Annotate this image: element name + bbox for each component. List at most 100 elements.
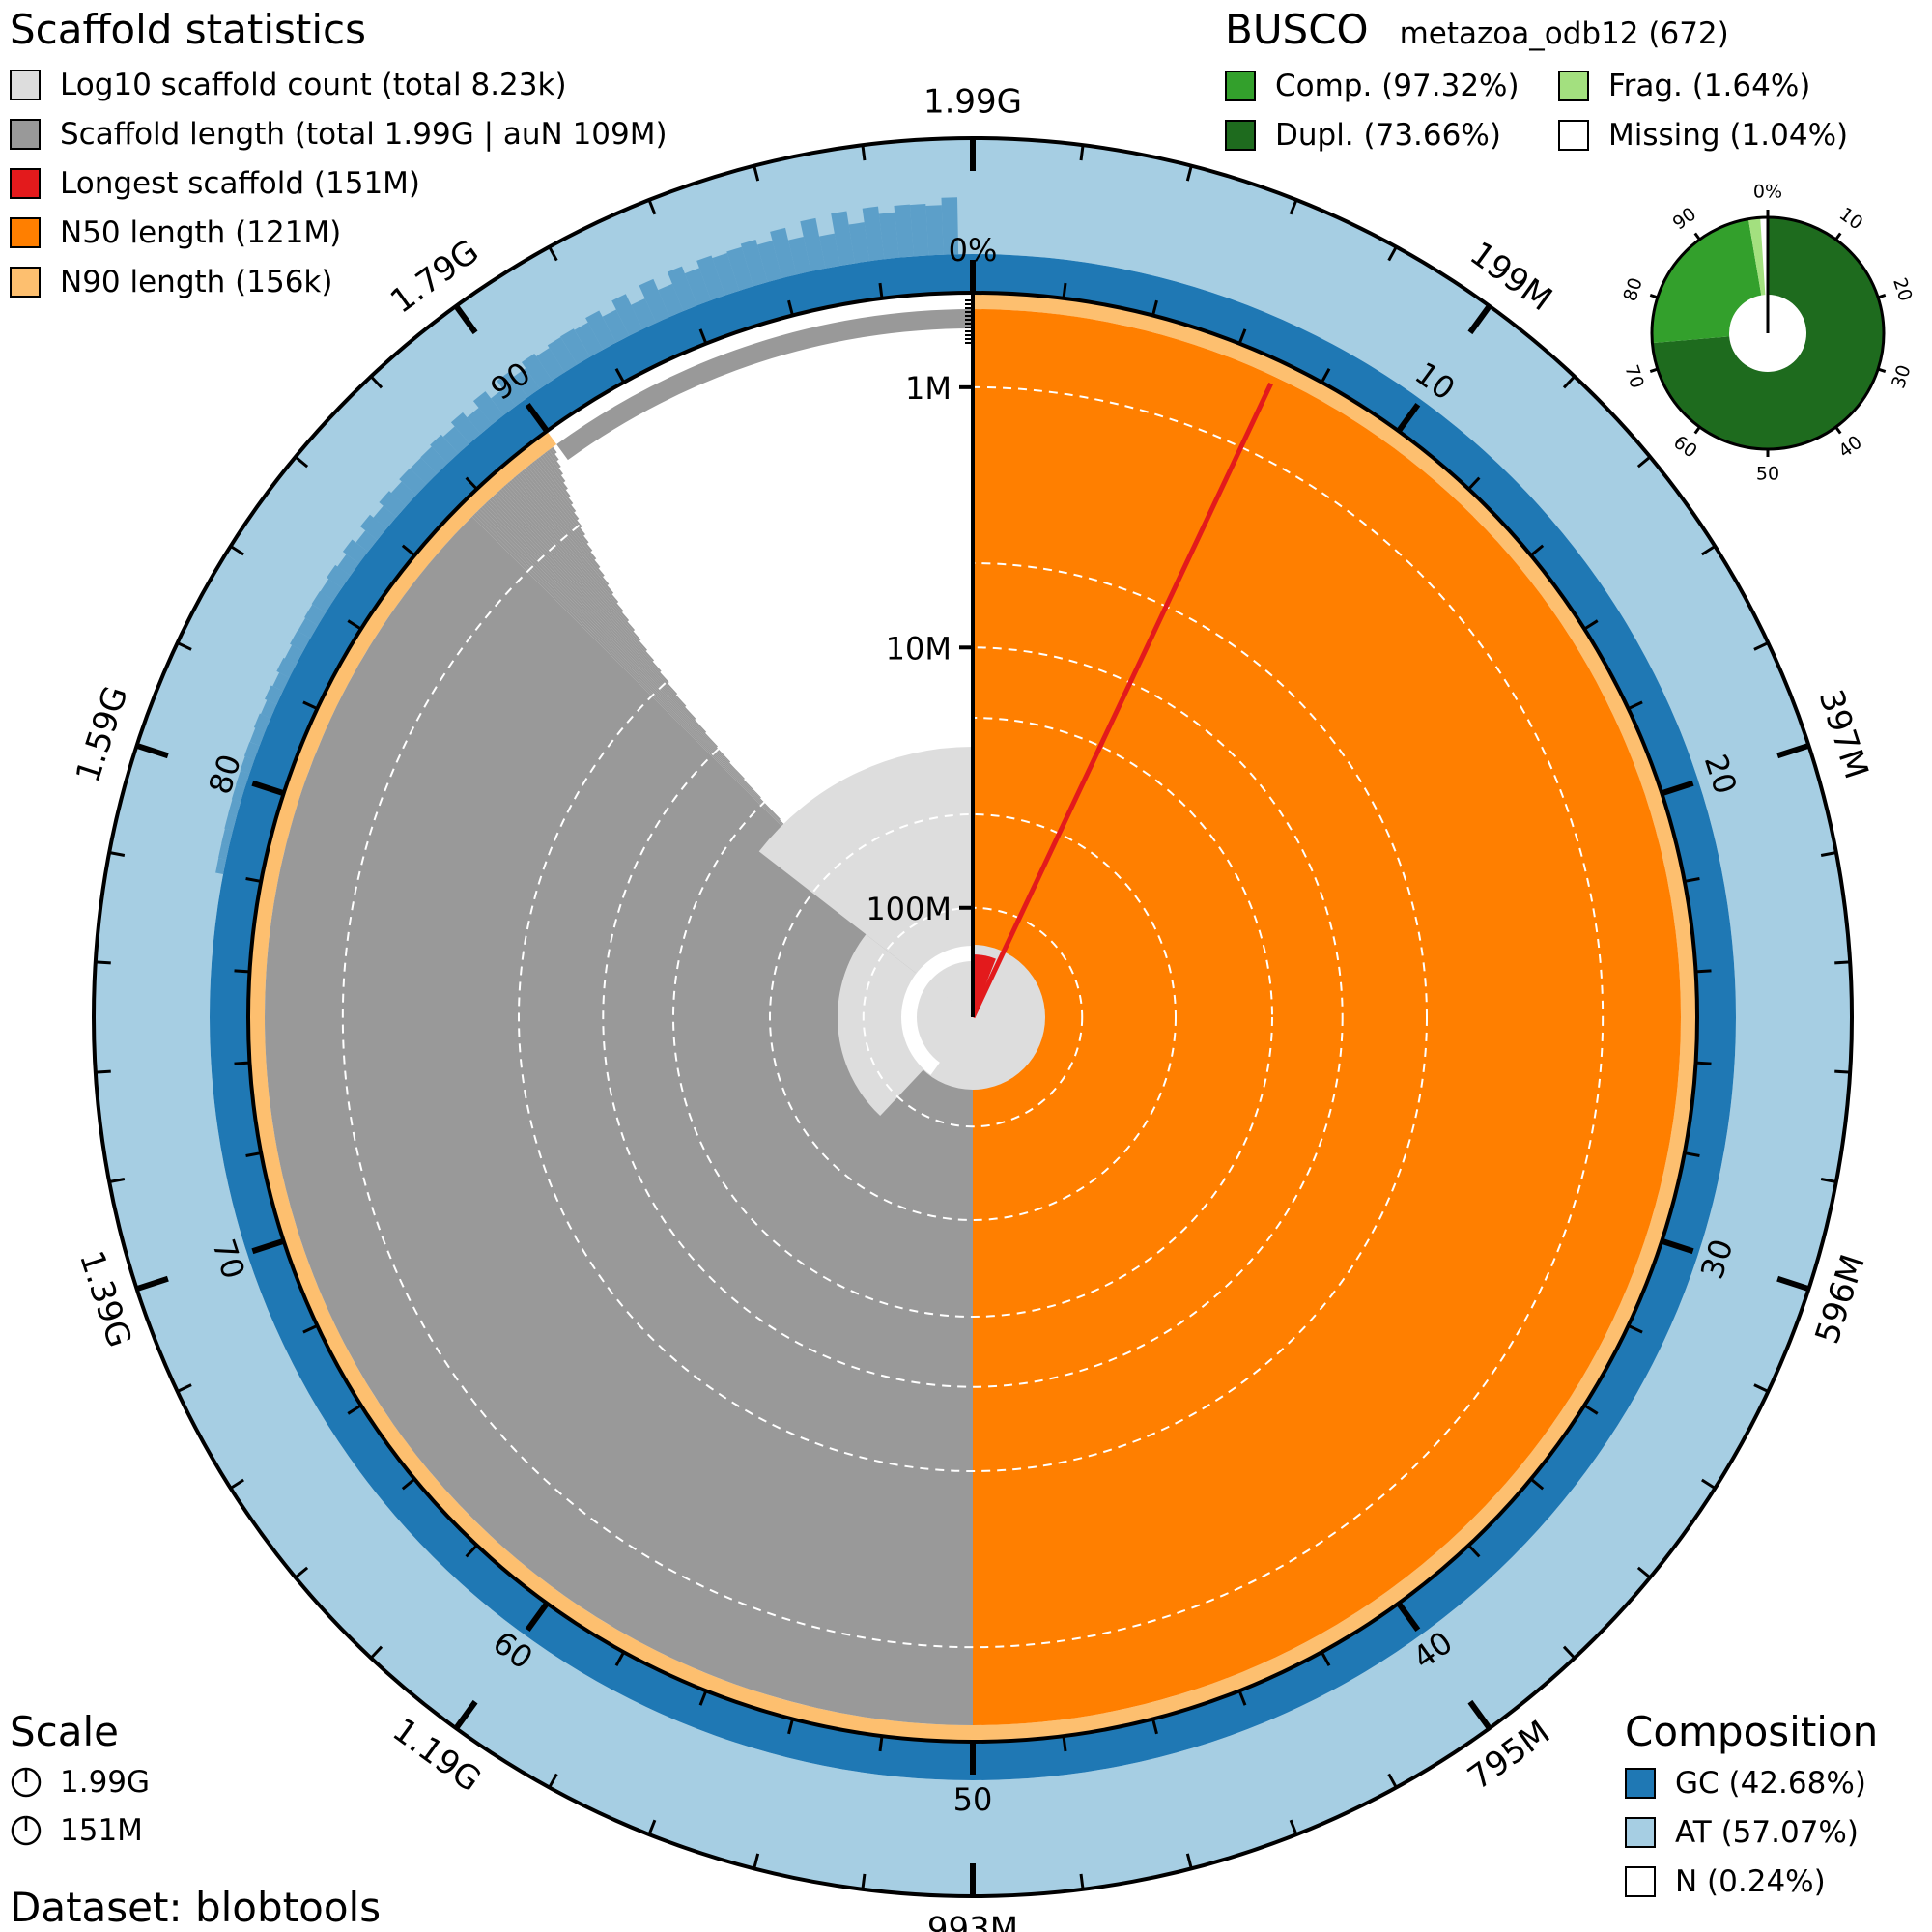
percent-tick bbox=[401, 1477, 416, 1491]
length-tick bbox=[135, 742, 169, 759]
scaffold-length-step bbox=[540, 455, 568, 491]
length-tick-label: 1.99G bbox=[923, 83, 1022, 122]
percent-tick bbox=[347, 619, 362, 631]
length-tick bbox=[229, 1478, 244, 1490]
scaffold-length-step bbox=[491, 496, 687, 707]
percent-tick bbox=[1321, 368, 1331, 384]
legend-label: N50 length (121M) bbox=[60, 214, 342, 250]
length-tick bbox=[1387, 1773, 1398, 1789]
length-tick bbox=[1701, 545, 1717, 556]
percent-tick bbox=[251, 780, 285, 797]
percent-tick bbox=[878, 282, 884, 299]
swatch-at bbox=[1625, 1816, 1656, 1848]
busco-tick-label: 70 bbox=[1620, 362, 1647, 391]
percent-tick bbox=[1529, 544, 1545, 557]
percent-tick bbox=[234, 969, 250, 974]
gc-variation-bar bbox=[909, 204, 929, 257]
scaffold-length-step bbox=[521, 469, 597, 560]
busco-single-slice bbox=[1652, 218, 1762, 344]
length-tick bbox=[1079, 1873, 1085, 1890]
length-tick bbox=[1185, 165, 1193, 182]
percent-tick bbox=[1321, 1651, 1331, 1666]
gc-variation-bar bbox=[399, 468, 427, 496]
busco-tick-label: 40 bbox=[1834, 432, 1865, 463]
percent-tick bbox=[1684, 1151, 1700, 1158]
percent-tick bbox=[525, 402, 550, 434]
percent-tick bbox=[234, 1061, 250, 1065]
gc-variation-bar bbox=[373, 505, 397, 529]
gc-variation-bar bbox=[585, 310, 616, 350]
length-tick bbox=[1820, 851, 1837, 857]
scaffold-length-step bbox=[479, 507, 761, 799]
scaffold-count-area bbox=[758, 747, 973, 1017]
percent-tick bbox=[302, 1323, 319, 1334]
gc-variation-bar bbox=[327, 564, 351, 588]
busco-fragmented-slice bbox=[1747, 217, 1766, 296]
gc-variation-bar bbox=[337, 554, 359, 576]
length-tick bbox=[1701, 1478, 1717, 1490]
length-tick bbox=[1467, 304, 1492, 335]
percent-tick bbox=[787, 1719, 794, 1735]
gc-variation-bar bbox=[639, 278, 670, 324]
length-tick bbox=[1289, 1819, 1298, 1835]
scaffold-length-step bbox=[504, 483, 636, 632]
length-tick bbox=[1079, 144, 1085, 161]
scale-item-total: 1.99G bbox=[10, 1758, 150, 1806]
percent-tick bbox=[1396, 402, 1421, 434]
percent-tick bbox=[1062, 282, 1067, 299]
percent-tick bbox=[1237, 1690, 1247, 1706]
percent-tick bbox=[614, 1651, 625, 1666]
busco-tick-label: 50 bbox=[1756, 464, 1779, 485]
scale-label: 1.99G bbox=[60, 1765, 151, 1800]
legend-label: Longest scaffold (151M) bbox=[60, 165, 421, 201]
scaffold-length-step bbox=[485, 501, 719, 748]
legend-busco-duplicated: Dupl. (73.66%) bbox=[1225, 110, 1558, 159]
legend-label: Missing (1.04%) bbox=[1608, 117, 1849, 153]
gc-variation-bar bbox=[284, 644, 303, 665]
gc-variation-bar bbox=[236, 770, 250, 788]
gc-variation-bar bbox=[355, 530, 378, 553]
scaffold-length-step bbox=[500, 487, 648, 651]
scaffold-length-step bbox=[533, 460, 577, 513]
scaffold-length-tail bbox=[556, 309, 973, 461]
percent-tick bbox=[1529, 1477, 1545, 1491]
busco-title-row: BUSCO metazoa_odb12 (672) bbox=[1225, 6, 1838, 53]
scaffold-length-step bbox=[502, 485, 641, 641]
percent-tick bbox=[401, 544, 416, 557]
composition-title: Composition bbox=[1625, 1708, 1879, 1755]
swatch-scaffold-count bbox=[10, 69, 41, 100]
legend-scaffold-count: Log10 scaffold count (total 8.23k) bbox=[10, 60, 668, 109]
scaffold-length-step bbox=[498, 489, 655, 662]
scaffold-length-step bbox=[523, 468, 593, 553]
gc-variation-bar bbox=[631, 298, 657, 329]
gc-variation-bar bbox=[819, 233, 840, 269]
length-tick-label: 993M bbox=[927, 1911, 1018, 1932]
percent-tick bbox=[1062, 1735, 1067, 1752]
length-tick bbox=[369, 1645, 384, 1660]
percent-tick bbox=[465, 476, 478, 491]
scaffold-length-step bbox=[509, 480, 624, 612]
scaffold-length-step bbox=[527, 465, 585, 536]
percent-tick bbox=[1237, 328, 1247, 345]
composition-legend: Composition GC (42.68%) AT (57.07%) N (0… bbox=[1625, 1712, 1878, 1906]
scaffold-length-step bbox=[517, 472, 605, 578]
length-tick-label: 397M bbox=[1811, 685, 1876, 783]
scaffold-length-step bbox=[529, 463, 582, 528]
busco-tick bbox=[1834, 426, 1842, 435]
longest-scaffold-line bbox=[970, 382, 1273, 1019]
gc-variation-bar bbox=[320, 579, 342, 601]
gc-variation-bar bbox=[894, 204, 915, 258]
busco-title: BUSCO bbox=[1225, 6, 1369, 53]
n50-area bbox=[973, 309, 1681, 1725]
gc-variation-bar bbox=[684, 268, 712, 306]
legend-at: AT (57.07%) bbox=[1625, 1807, 1878, 1857]
scaffold-length-step bbox=[473, 512, 838, 882]
gc-variation-bar bbox=[831, 211, 855, 267]
radial-gridline bbox=[769, 813, 1177, 1221]
legend-label: Comp. (97.32%) bbox=[1275, 68, 1520, 103]
scaffold-length-step bbox=[546, 450, 561, 469]
scaffold-length-step bbox=[515, 474, 610, 586]
scaffold-length-step bbox=[544, 451, 564, 476]
busco-lineage: metazoa_odb12 (672) bbox=[1399, 16, 1729, 51]
gc-variation-bar bbox=[560, 328, 590, 365]
